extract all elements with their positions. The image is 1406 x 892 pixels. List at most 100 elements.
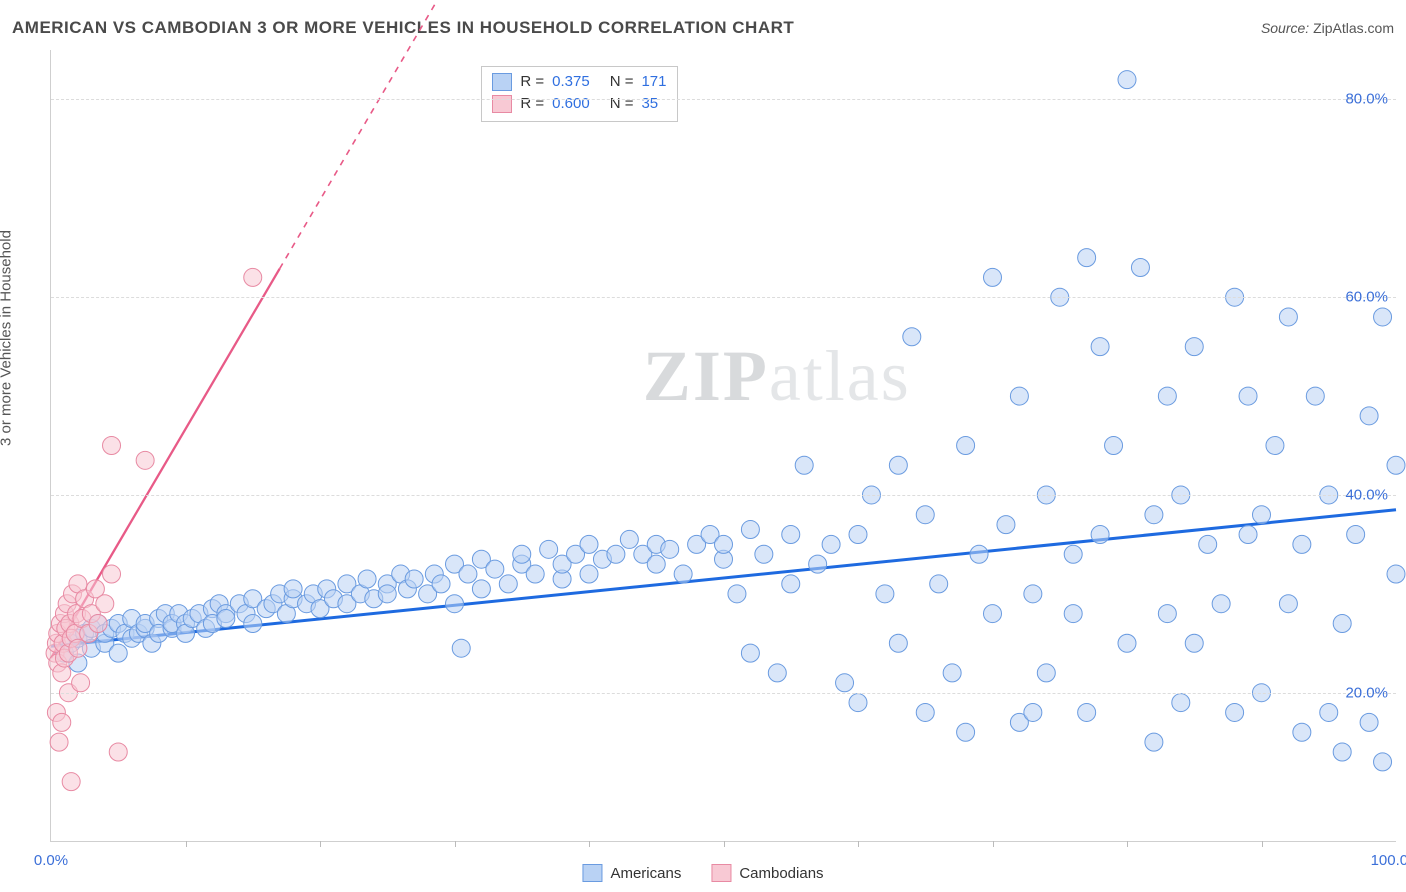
- data-point-americans: [849, 525, 867, 543]
- data-point-americans: [1212, 595, 1230, 613]
- stat-r-value: 0.375: [552, 71, 590, 93]
- chart-title: AMERICAN VS CAMBODIAN 3 OR MORE VEHICLES…: [12, 18, 794, 38]
- data-point-americans: [378, 585, 396, 603]
- data-point-americans: [526, 565, 544, 583]
- legend-item-americans: Americans: [582, 864, 681, 882]
- data-point-americans: [1387, 456, 1405, 474]
- data-point-americans: [1078, 703, 1096, 721]
- gridline-h: [51, 99, 1396, 100]
- data-point-americans: [970, 545, 988, 563]
- x-tick-mark: [858, 841, 859, 847]
- data-point-americans: [997, 516, 1015, 534]
- x-tick-mark: [993, 841, 994, 847]
- data-point-americans: [1091, 338, 1109, 356]
- stat-n-label: N =: [610, 71, 634, 93]
- data-point-americans: [1374, 753, 1392, 771]
- data-point-americans: [1306, 387, 1324, 405]
- data-point-cambodians: [96, 595, 114, 613]
- data-point-americans: [836, 674, 854, 692]
- data-point-cambodians: [69, 639, 87, 657]
- data-point-americans: [513, 545, 531, 563]
- data-point-cambodians: [62, 773, 80, 791]
- data-point-americans: [284, 580, 302, 598]
- data-point-americans: [1374, 308, 1392, 326]
- data-point-americans: [876, 585, 894, 603]
- data-point-americans: [580, 565, 598, 583]
- data-point-cambodians: [50, 733, 68, 751]
- stat-n-value: 35: [641, 93, 658, 115]
- data-point-cambodians: [244, 268, 262, 286]
- data-point-americans: [1320, 703, 1338, 721]
- data-point-americans: [217, 610, 235, 628]
- data-point-americans: [889, 634, 907, 652]
- data-point-americans: [741, 521, 759, 539]
- source-attribution: Source: ZipAtlas.com: [1261, 20, 1394, 36]
- y-tick-label: 60.0%: [1345, 289, 1388, 306]
- bottom-legend: Americans Cambodians: [582, 864, 823, 882]
- swatch-blue-icon: [492, 73, 512, 91]
- data-point-americans: [540, 540, 558, 558]
- x-tick-mark: [186, 841, 187, 847]
- swatch-blue-icon: [582, 864, 602, 882]
- data-point-americans: [580, 535, 598, 553]
- data-point-americans: [1118, 71, 1136, 89]
- data-point-americans: [607, 545, 625, 563]
- data-point-americans: [957, 437, 975, 455]
- stats-row: R = 0.375 N = 171: [492, 71, 666, 93]
- data-point-americans: [755, 545, 773, 563]
- x-tick-label: 100.0%: [1371, 852, 1406, 869]
- data-point-americans: [244, 614, 262, 632]
- x-tick-mark: [1262, 841, 1263, 847]
- data-point-americans: [432, 575, 450, 593]
- data-point-americans: [1226, 703, 1244, 721]
- data-point-americans: [1091, 525, 1109, 543]
- data-point-americans: [943, 664, 961, 682]
- data-point-americans: [1185, 634, 1203, 652]
- data-point-americans: [903, 328, 921, 346]
- x-tick-label: 0.0%: [34, 852, 68, 869]
- data-point-americans: [1293, 723, 1311, 741]
- data-point-americans: [1105, 437, 1123, 455]
- plot-area: ZIPatlas R = 0.375 N = 171 R = 0.600 N =…: [50, 50, 1396, 842]
- source-label: Source:: [1261, 20, 1309, 36]
- data-point-americans: [1024, 703, 1042, 721]
- data-point-americans: [984, 605, 1002, 623]
- trendline-dashed-cambodians: [280, 0, 455, 269]
- data-point-americans: [728, 585, 746, 603]
- data-point-americans: [1199, 535, 1217, 553]
- legend-label: Cambodians: [739, 865, 823, 882]
- data-point-americans: [661, 540, 679, 558]
- y-tick-label: 40.0%: [1345, 486, 1388, 503]
- data-point-americans: [1333, 614, 1351, 632]
- source-name: ZipAtlas.com: [1313, 20, 1394, 36]
- stat-r-label: R =: [520, 71, 544, 93]
- stat-r-value: 0.600: [552, 93, 590, 115]
- data-point-americans: [1360, 713, 1378, 731]
- data-point-americans: [1279, 308, 1297, 326]
- swatch-pink-icon: [711, 864, 731, 882]
- data-point-americans: [1185, 338, 1203, 356]
- legend-item-cambodians: Cambodians: [711, 864, 823, 882]
- data-point-americans: [1158, 605, 1176, 623]
- data-point-americans: [109, 644, 127, 662]
- data-point-americans: [1239, 387, 1257, 405]
- x-tick-mark: [320, 841, 321, 847]
- gridline-h: [51, 693, 1396, 694]
- swatch-pink-icon: [492, 95, 512, 113]
- y-axis-label: 3 or more Vehicles in Household: [0, 230, 15, 446]
- data-point-americans: [795, 456, 813, 474]
- data-point-americans: [782, 525, 800, 543]
- data-point-americans: [1118, 634, 1136, 652]
- data-point-americans: [1010, 387, 1028, 405]
- data-point-americans: [1293, 535, 1311, 553]
- data-point-americans: [1145, 733, 1163, 751]
- data-point-americans: [1239, 525, 1257, 543]
- data-point-americans: [358, 570, 376, 588]
- data-point-americans: [768, 664, 786, 682]
- data-point-americans: [1360, 407, 1378, 425]
- stat-n-value: 171: [641, 71, 666, 93]
- data-point-americans: [715, 535, 733, 553]
- data-point-americans: [957, 723, 975, 741]
- data-point-cambodians: [109, 743, 127, 761]
- data-point-cambodians: [89, 614, 107, 632]
